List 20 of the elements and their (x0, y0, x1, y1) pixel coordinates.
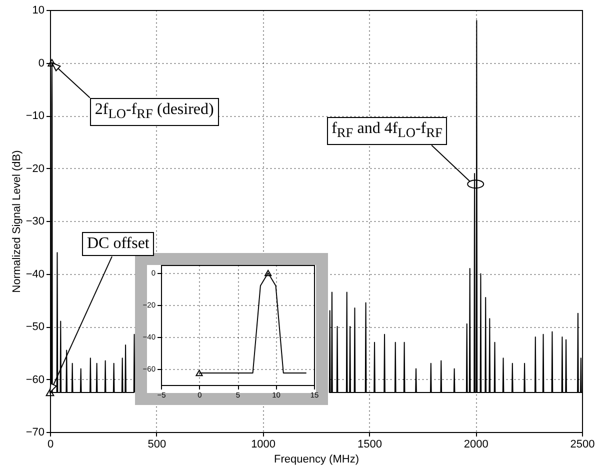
y-tick-label: −40 (26, 268, 44, 280)
x-tick-label: 1500 (357, 438, 382, 450)
y-tick-label: −70 (26, 426, 44, 438)
y-tick-label: −60 (26, 374, 44, 386)
x-tick-label: 0 (47, 438, 54, 450)
x-tick-label: 2500 (570, 438, 595, 450)
x-tick-label: 500 (148, 438, 166, 450)
y-tick-label: −30 (26, 216, 44, 228)
y-tick-label: −10 (26, 110, 44, 122)
x-tick-label: 1000 (251, 438, 276, 450)
annotation: DC offset (82, 232, 154, 256)
y-tick-label: 10 (32, 4, 44, 16)
y-axis-title: Normalized Signal Level (dB) (10, 150, 23, 293)
y-tick-label: 0 (38, 57, 44, 70)
x-axis-title: Frequency (MHz) (274, 454, 359, 466)
x-tick-label: 2000 (464, 438, 488, 450)
annotation: 2f$_{LO}$-f$_{RF}$ (desired) (90, 98, 219, 126)
annotation: f$_{RF}$ and 4f$_{LO}$-f$_{RF}$ (326, 117, 448, 146)
y-tick-label: −20 (26, 162, 44, 175)
y-tick-label: −50 (26, 321, 44, 333)
